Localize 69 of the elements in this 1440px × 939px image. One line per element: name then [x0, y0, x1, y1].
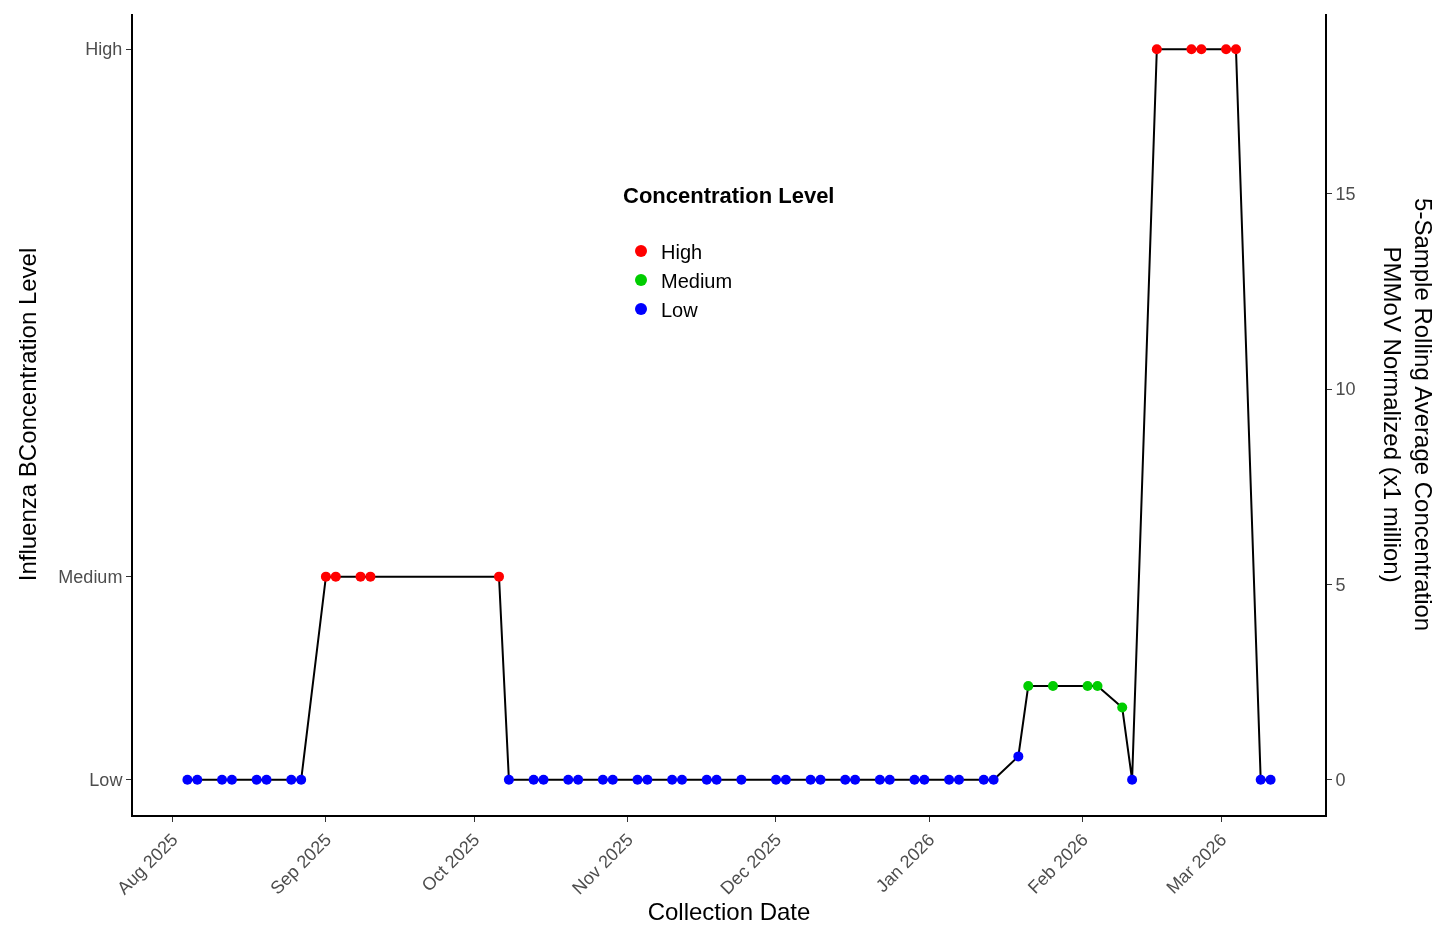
legend-label: Low: [661, 298, 699, 321]
y-tick-label: 5: [1335, 574, 1346, 595]
point: [597, 774, 608, 785]
point: [494, 571, 505, 582]
y-tick-label: 10: [1335, 379, 1356, 400]
legend-label: High: [661, 240, 703, 263]
point: [1117, 702, 1128, 713]
point: [320, 571, 331, 582]
point: [840, 774, 851, 785]
point: [1265, 774, 1276, 785]
point: [677, 774, 688, 785]
point: [701, 774, 712, 785]
point: [953, 774, 964, 785]
point: [261, 774, 272, 785]
point: [503, 774, 514, 785]
point: [573, 774, 584, 785]
point: [850, 774, 861, 785]
point: [330, 571, 341, 582]
ref-line-label: Medium: [58, 566, 123, 587]
point: [780, 774, 791, 785]
point: [1023, 681, 1034, 692]
point: [1221, 44, 1232, 55]
point: [192, 774, 203, 785]
point: [1196, 44, 1207, 55]
point: [667, 774, 678, 785]
point: [1127, 774, 1138, 785]
point: [182, 774, 193, 785]
point: [296, 774, 307, 785]
point: [563, 774, 574, 785]
point: [944, 774, 955, 785]
point: [226, 774, 237, 785]
point: [1092, 681, 1103, 692]
point: [884, 774, 895, 785]
point: [711, 774, 722, 785]
point: [1082, 681, 1093, 692]
text: Influenza BConcentration Level: [13, 247, 41, 582]
point: [1230, 44, 1241, 55]
point: [736, 774, 747, 785]
point: [528, 774, 539, 785]
y-axis-title: 5-Sample Rolling Average Concentration PMMoV Normalized (x1 million): [1378, 198, 1437, 632]
point: [1255, 774, 1266, 785]
point: [607, 774, 618, 785]
ref-line-label: High: [85, 39, 123, 60]
point: [978, 774, 989, 785]
point: [286, 774, 297, 785]
point: [1047, 681, 1058, 692]
y-tick-label: 15: [1335, 184, 1356, 205]
point: [217, 774, 228, 785]
point: [538, 774, 549, 785]
point: [909, 774, 920, 785]
point: [365, 571, 376, 582]
y-tick-label: 0: [1335, 770, 1346, 791]
point: [874, 774, 885, 785]
point: [1013, 751, 1024, 762]
point: [1186, 44, 1197, 55]
point: [1151, 44, 1162, 55]
point: [988, 774, 999, 785]
point: [919, 774, 930, 785]
point: [632, 774, 643, 785]
ref-line-label: Low: [89, 770, 124, 791]
point: [770, 774, 781, 785]
point: [355, 571, 366, 582]
x-axis-title: Collection Date: [647, 898, 811, 926]
legend-title: Concentration Level: [623, 182, 835, 208]
point: [251, 774, 262, 785]
point: [805, 774, 816, 785]
point: [815, 774, 826, 785]
legend-label: Medium: [661, 269, 733, 292]
point: [642, 774, 653, 785]
